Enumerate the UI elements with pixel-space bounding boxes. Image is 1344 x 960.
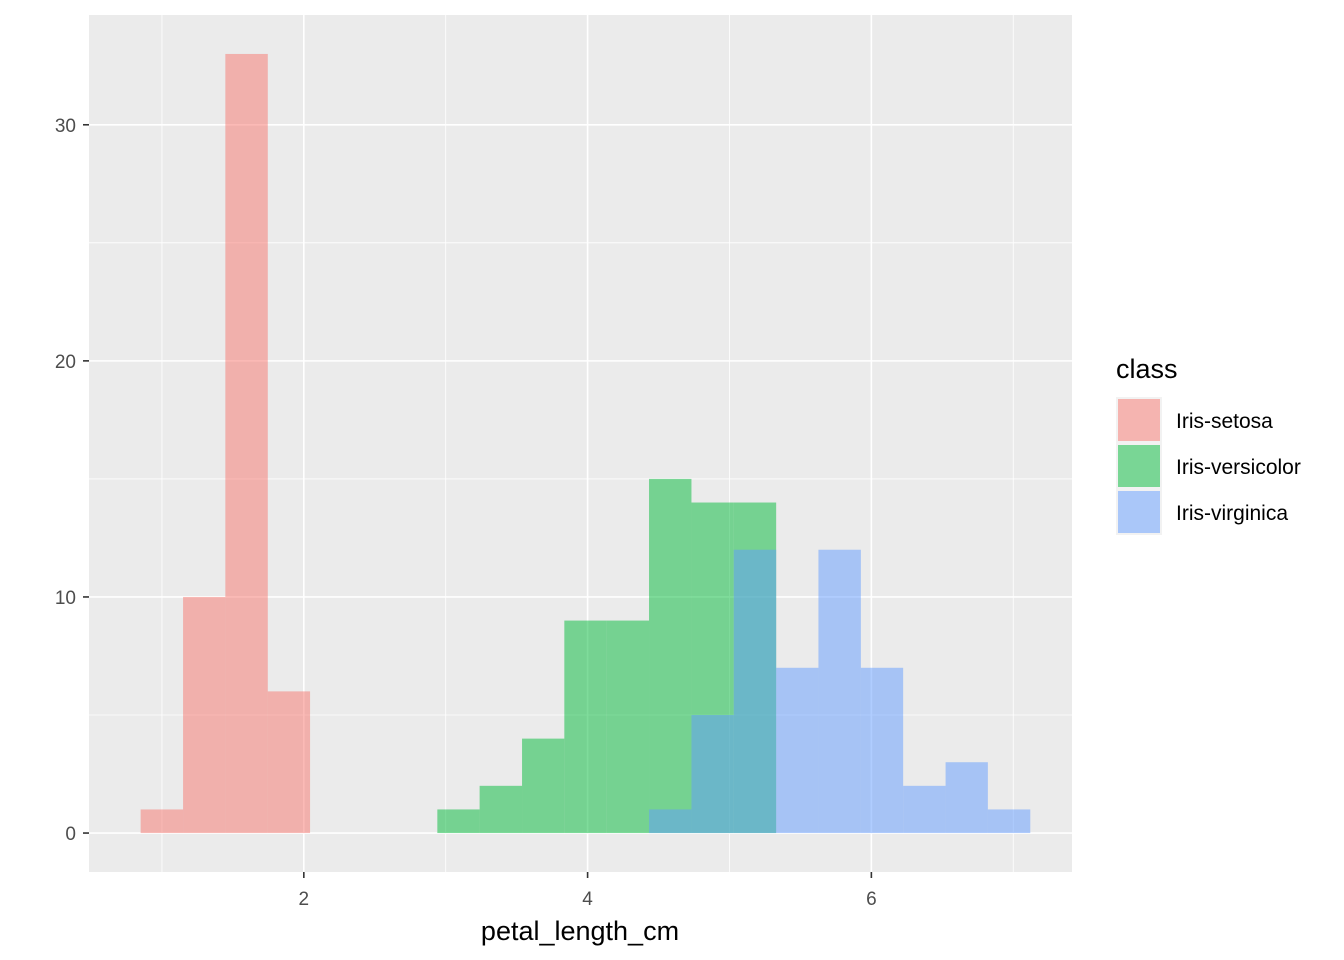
bar-iris-virginica <box>945 762 988 834</box>
x-axis-title: petal_length_cm <box>481 916 679 946</box>
bar-iris-virginica <box>860 667 904 834</box>
y-tick-label: 0 <box>65 824 76 845</box>
y-tick-label: 20 <box>55 352 76 373</box>
legend-swatch-iris-setosa <box>1118 399 1160 441</box>
histogram-bars <box>140 53 1031 834</box>
legend-swatch-iris-virginica <box>1118 491 1160 533</box>
bar-iris-virginica <box>776 667 819 834</box>
y-axis: 0 10 20 30 <box>55 116 89 845</box>
legend-swatch-iris-versicolor <box>1118 445 1160 487</box>
minor-gridlines <box>89 15 1072 872</box>
bar-iris-versicolor <box>479 785 523 834</box>
legend-title: class <box>1116 354 1178 384</box>
legend-label-iris-versicolor: Iris-versicolor <box>1176 456 1301 479</box>
bar-iris-versicolor <box>522 738 565 834</box>
bar-iris-versicolor <box>606 620 650 834</box>
x-tick-label: 6 <box>866 889 877 910</box>
x-axis: 2 4 6 <box>299 872 877 910</box>
bar-iris-virginica <box>649 809 692 834</box>
legend-label-iris-virginica: Iris-virginica <box>1176 502 1288 525</box>
bar-iris-virginica <box>987 809 1031 834</box>
bar-iris-virginica <box>733 549 777 834</box>
bar-iris-versicolor <box>649 478 692 834</box>
bar-iris-setosa <box>267 691 311 834</box>
bar-iris-setosa <box>183 596 226 834</box>
legend-label-iris-setosa: Iris-setosa <box>1176 410 1273 433</box>
bar-iris-virginica <box>691 715 734 834</box>
bar-iris-virginica <box>903 785 946 834</box>
x-tick-label: 4 <box>582 889 593 910</box>
y-tick-label: 30 <box>55 116 76 137</box>
bar-iris-setosa <box>225 53 268 834</box>
y-tick-label: 10 <box>55 588 76 609</box>
bar-iris-versicolor <box>437 809 480 834</box>
bar-iris-versicolor <box>564 620 607 834</box>
bar-iris-virginica <box>818 549 861 834</box>
legend: class Iris-setosa Iris-versicolor Iris-vir… <box>1116 354 1301 535</box>
bar-iris-setosa <box>140 809 184 834</box>
x-tick-label: 2 <box>299 889 310 910</box>
